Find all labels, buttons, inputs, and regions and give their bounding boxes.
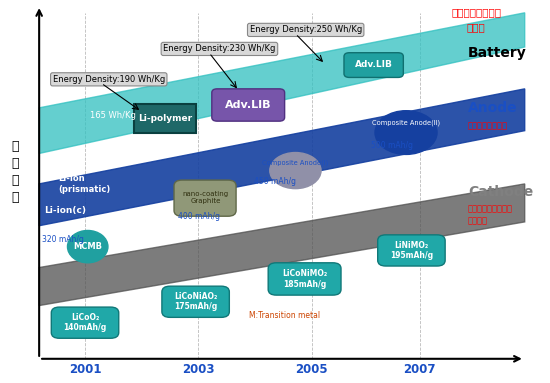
- Polygon shape: [39, 13, 525, 154]
- Text: 2003: 2003: [182, 363, 214, 376]
- Text: 165 Wh/Kg: 165 Wh/Kg: [90, 111, 136, 120]
- Text: LiCoNiAO₂
175mAh/g: LiCoNiAO₂ 175mAh/g: [174, 292, 217, 311]
- Ellipse shape: [270, 152, 321, 189]
- Text: Cathode: Cathode: [468, 185, 534, 198]
- FancyBboxPatch shape: [378, 235, 445, 266]
- Text: Li-polymer: Li-polymer: [138, 114, 192, 123]
- Text: Li-ion(c): Li-ion(c): [45, 206, 86, 215]
- Text: Li-ion
(prismatic): Li-ion (prismatic): [58, 174, 111, 193]
- Polygon shape: [39, 89, 525, 226]
- FancyBboxPatch shape: [268, 263, 341, 295]
- Polygon shape: [39, 184, 525, 306]
- Text: 450 mAh/g: 450 mAh/g: [254, 177, 296, 187]
- FancyBboxPatch shape: [134, 104, 196, 133]
- Text: Energy Density:190 Wh/Kg: Energy Density:190 Wh/Kg: [53, 75, 165, 84]
- FancyBboxPatch shape: [51, 307, 119, 338]
- Text: 系統化: 系統化: [467, 22, 486, 32]
- Ellipse shape: [375, 111, 437, 154]
- Text: nano-coating
Graphite: nano-coating Graphite: [182, 192, 228, 205]
- Text: MCMB: MCMB: [73, 242, 102, 251]
- Text: LiNiMO₂
195mAh/g: LiNiMO₂ 195mAh/g: [390, 241, 433, 260]
- Text: 高安全性: 高安全性: [468, 216, 488, 225]
- FancyBboxPatch shape: [212, 89, 285, 121]
- Text: LiCoO₂
140mAh/g: LiCoO₂ 140mAh/g: [63, 313, 107, 332]
- Text: 2005: 2005: [295, 363, 328, 376]
- Text: Energy Density:250 Wh/Kg: Energy Density:250 Wh/Kg: [250, 25, 362, 34]
- Text: 500 mAh/g: 500 mAh/g: [371, 141, 413, 151]
- Text: M:Transition metal: M:Transition metal: [249, 311, 320, 319]
- Text: Composite Anode(I): Composite Anode(I): [262, 160, 328, 166]
- Text: Anode: Anode: [468, 101, 518, 115]
- Text: 高能量、薄型化、: 高能量、薄型化、: [451, 7, 501, 17]
- Text: 2001: 2001: [69, 363, 101, 376]
- Ellipse shape: [68, 231, 108, 263]
- Text: 320 mAh/g: 320 mAh/g: [42, 234, 84, 244]
- Text: Battery: Battery: [468, 46, 527, 60]
- Text: LiCoNiMO₂
185mAh/g: LiCoNiMO₂ 185mAh/g: [282, 269, 327, 289]
- Text: Adv.LIB: Adv.LIB: [355, 61, 393, 69]
- FancyBboxPatch shape: [174, 180, 236, 216]
- Text: Composite Anode(II): Composite Anode(II): [372, 120, 440, 126]
- FancyBboxPatch shape: [162, 286, 229, 318]
- FancyBboxPatch shape: [344, 53, 403, 77]
- Text: Energy Density:230 Wh/Kg: Energy Density:230 Wh/Kg: [163, 44, 276, 53]
- Text: 技
術
層
次: 技 術 層 次: [11, 141, 19, 205]
- Text: 2007: 2007: [403, 363, 436, 376]
- Text: 高容量化、低價化: 高容量化、低價化: [468, 121, 508, 130]
- Text: 400 mAh/g: 400 mAh/g: [178, 212, 221, 221]
- Text: Adv.LIB: Adv.LIB: [225, 100, 272, 110]
- Text: 高容量化、低價化、: 高容量化、低價化、: [468, 205, 513, 214]
